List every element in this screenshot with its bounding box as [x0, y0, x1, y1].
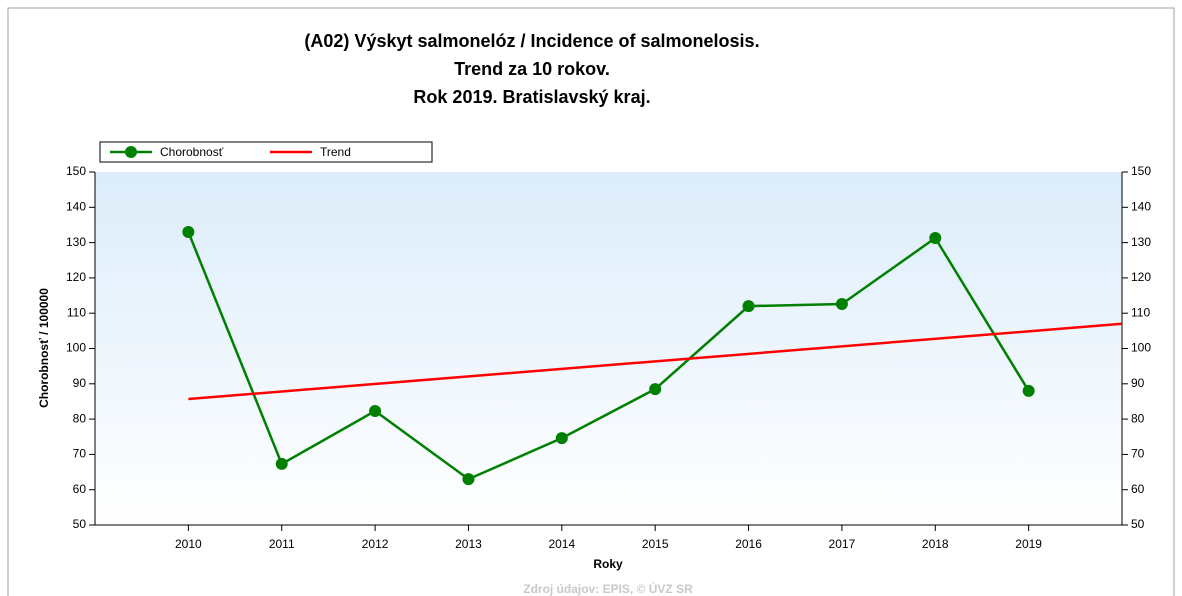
y2-tick-label: 150 [1131, 164, 1151, 178]
x-tick-label: 2019 [1015, 537, 1042, 551]
point [649, 383, 662, 396]
legend-label: Chorobnosť [160, 145, 224, 159]
point [182, 226, 195, 239]
series-line [188, 322, 1123, 401]
legend [99, 141, 433, 163]
point [1022, 384, 1035, 397]
y-tick-label: 110 [67, 305, 86, 319]
y-tick-label: 100 [66, 341, 86, 355]
source: Zdroj údajov: EPIS, © ÚVZ SR [523, 581, 693, 596]
y2-tick-label: 70 [1131, 447, 1145, 461]
point [369, 404, 382, 417]
x-tick-label: 2017 [829, 537, 856, 551]
y2-tick-label: 60 [1131, 482, 1145, 496]
y-axis-label: Chorobnosť / 100000 [37, 288, 51, 408]
y2-tick-label: 110 [1131, 305, 1150, 319]
y-tick-label: 130 [66, 235, 86, 249]
point [929, 232, 942, 245]
y2-tick-label: 120 [1131, 270, 1151, 284]
point [462, 473, 475, 486]
y2-tick-label: 50 [1131, 517, 1145, 531]
x-tick-label: 2013 [455, 537, 482, 551]
x-tick-label: 2015 [642, 537, 669, 551]
y2-tick-label: 140 [1131, 199, 1151, 213]
y-tick-label: 80 [73, 411, 87, 425]
legend-marker [125, 146, 137, 158]
y-tick-label: 70 [73, 447, 87, 461]
y-tick-label: 150 [66, 164, 86, 178]
x-tick-label: 2011 [269, 537, 295, 551]
point [742, 300, 755, 313]
y-tick-label: 50 [73, 517, 87, 531]
y2-tick-label: 80 [1131, 411, 1145, 425]
x-axis-label: Roky [593, 557, 623, 571]
y-tick-label: 90 [73, 376, 87, 390]
chart-title: Trend za 10 rokov. [454, 59, 610, 79]
y2-tick-label: 90 [1131, 376, 1145, 390]
y-tick-label: 60 [73, 482, 87, 496]
x-tick-label: 2016 [735, 537, 762, 551]
plot-area [95, 172, 1122, 525]
x-tick-label: 2010 [175, 537, 202, 551]
x-tick-label: 2018 [922, 537, 949, 551]
y2-tick-label: 100 [1131, 341, 1151, 355]
chart-title: (A02) Výskyt salmonelóz / Incidence of s… [304, 31, 759, 51]
point [835, 298, 848, 311]
chart-title: Rok 2019. Bratislavský kraj. [413, 87, 650, 107]
y2-tick-label: 130 [1131, 235, 1151, 249]
series-line [187, 231, 1030, 481]
point [555, 432, 568, 445]
y-tick-label: 140 [66, 199, 86, 213]
y-tick-label: 120 [66, 270, 86, 284]
x-tick-label: 2014 [548, 537, 575, 551]
x-tick-label: 2012 [362, 537, 389, 551]
legend-label: Trend [320, 145, 351, 159]
point [275, 457, 288, 470]
